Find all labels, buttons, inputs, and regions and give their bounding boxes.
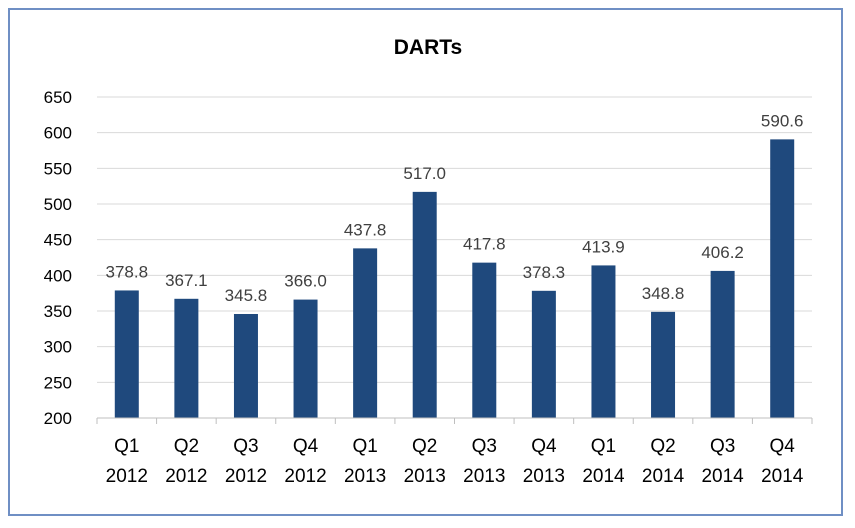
x-axis-categories: Q1 2012 Q2 2012 Q3 2012 Q4 2012 Q1 2013 Q2 2013 Q3 20…: [106, 436, 804, 487]
x-category-year: 2013: [404, 466, 446, 487]
x-category-quarter: Q4: [293, 436, 319, 457]
y-tick-label: 600: [44, 124, 72, 143]
y-tick-label: 650: [44, 88, 72, 107]
bar: [174, 298, 199, 418]
y-tick-label: 250: [44, 373, 72, 392]
y-tick-label: 550: [44, 159, 72, 178]
x-axis: [96, 417, 813, 424]
data-label: 378.3: [523, 263, 566, 282]
bar: [293, 299, 318, 418]
data-label: 348.8: [642, 284, 685, 303]
y-tick-label: 450: [44, 231, 72, 250]
bar: [591, 265, 616, 418]
x-category-quarter: Q3: [233, 436, 258, 457]
x-category-quarter: Q3: [472, 436, 497, 457]
x-category-quarter: Q2: [174, 436, 199, 457]
bar: [651, 311, 676, 418]
x-category-quarter: Q3: [710, 436, 735, 457]
x-category-year: 2014: [761, 466, 804, 487]
x-category-year: 2012: [106, 466, 148, 487]
x-category-year: 2014: [582, 466, 625, 487]
bar: [412, 191, 437, 418]
gridlines: [97, 96, 812, 383]
x-category-year: 2012: [165, 466, 207, 487]
x-category-year: 2013: [463, 466, 505, 487]
data-label: 367.1: [165, 271, 208, 290]
data-label: 345.8: [225, 286, 268, 305]
bar: [353, 248, 378, 418]
bars: [114, 139, 795, 418]
x-category-year: 2014: [701, 466, 744, 487]
y-tick-label: 400: [44, 266, 72, 285]
x-category-year: 2013: [344, 466, 386, 487]
data-label: 417.8: [463, 235, 506, 254]
x-category-year: 2012: [225, 466, 267, 487]
y-tick-label: 200: [44, 409, 72, 428]
x-category-quarter: Q4: [531, 436, 557, 457]
x-category-quarter: Q2: [412, 436, 437, 457]
bar: [472, 262, 497, 418]
data-label: 413.9: [582, 237, 625, 256]
bar: [770, 139, 795, 418]
x-category-quarter: Q1: [352, 436, 377, 457]
data-label: 590.6: [761, 111, 804, 130]
data-labels: 378.8 367.1 345.8 366.0 437.8 517.0 417.8 378.3…: [106, 111, 804, 305]
data-label: 517.0: [403, 164, 446, 183]
x-category-year: 2013: [523, 466, 565, 487]
bar: [114, 290, 139, 418]
data-label: 406.2: [701, 243, 744, 262]
bar: [710, 270, 735, 418]
chart-title: DARTs: [394, 36, 462, 59]
data-label: 437.8: [344, 220, 387, 239]
x-category-year: 2014: [642, 466, 685, 487]
y-tick-label: 300: [44, 338, 72, 357]
x-category-quarter: Q2: [650, 436, 675, 457]
y-tick-label: 350: [44, 302, 72, 321]
bar: [233, 313, 258, 418]
data-label: 366.0: [284, 272, 327, 291]
y-tick-label: 500: [44, 195, 72, 214]
x-category-quarter: Q1: [591, 436, 616, 457]
x-category-quarter: Q1: [114, 436, 139, 457]
bar: [531, 290, 556, 418]
x-category-quarter: Q4: [770, 436, 796, 457]
x-category-year: 2012: [284, 466, 326, 487]
data-label: 378.8: [106, 262, 149, 281]
y-axis-ticks: 200 250 300 350 400 450 500 550 600 650: [44, 88, 72, 428]
